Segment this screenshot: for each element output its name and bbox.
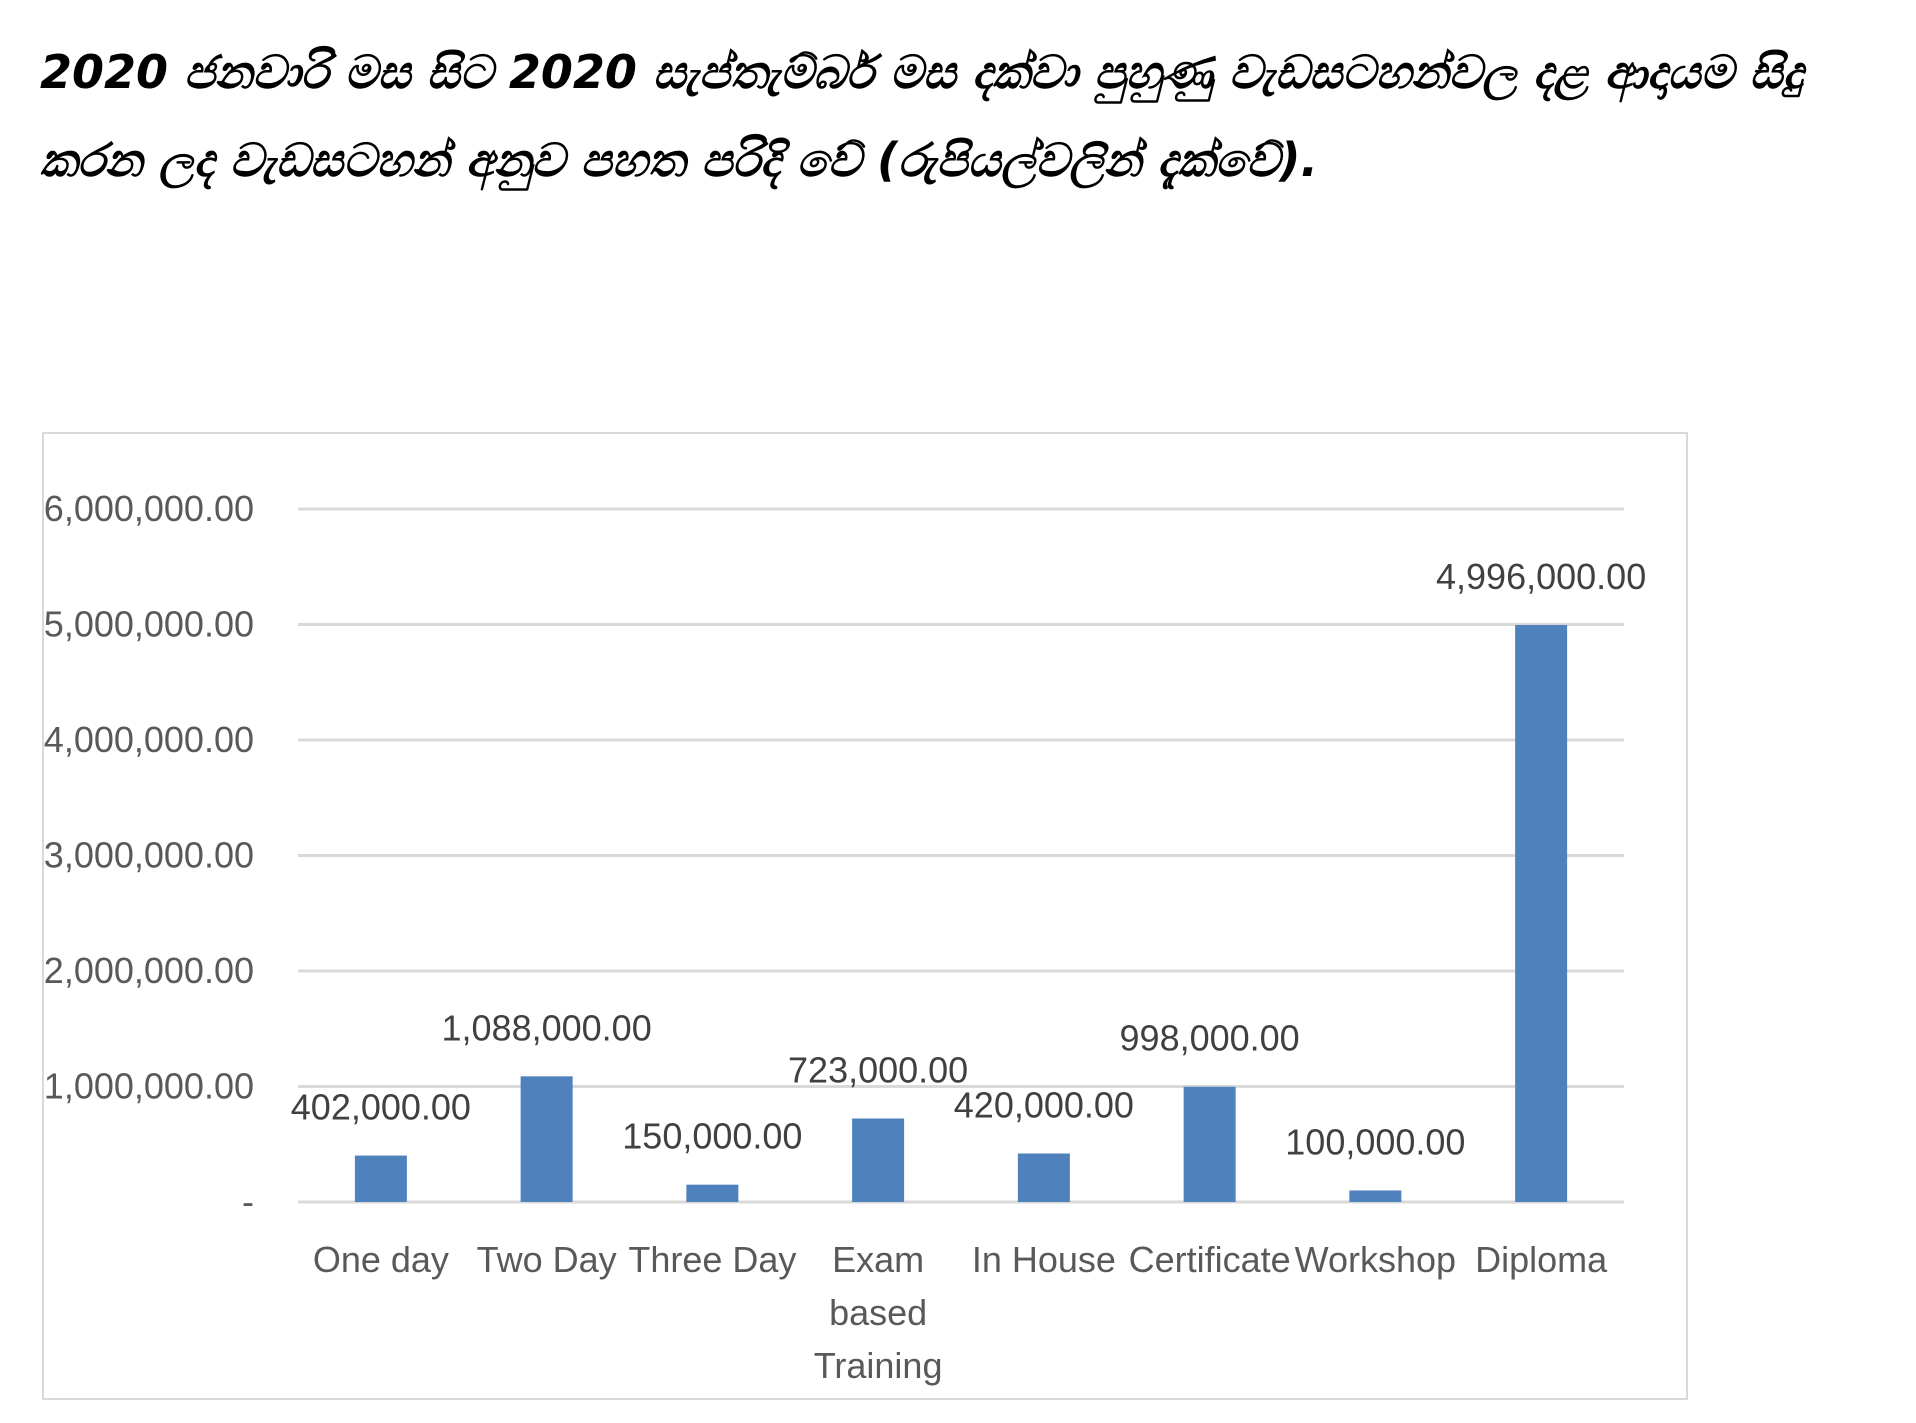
page-title: 2020 ජනවාරි මස සිට 2020 සැප්තැම්බර් මස ද… <box>40 45 1804 187</box>
category-label: Workshop <box>1295 1239 1456 1280</box>
data-label: 1,088,000.00 <box>442 1007 652 1048</box>
y-tick-label: 6,000,000.00 <box>44 488 254 529</box>
category-labels: One day Two Day Three Day Exam based Training… <box>313 1239 1608 1386</box>
bar <box>852 1118 905 1202</box>
category-label: One day <box>313 1239 449 1280</box>
data-labels: 402,000.00 1,088,000.00 150,000.00 723,000.… <box>291 556 1646 1162</box>
data-label: 100,000.00 <box>1285 1121 1465 1162</box>
category-label: Three Day <box>628 1239 796 1280</box>
data-label: 4,996,000.00 <box>1436 556 1646 597</box>
category-label: Two Day <box>477 1239 617 1280</box>
y-tick-label: 1,000,000.00 <box>44 1066 254 1107</box>
category-label: Diploma <box>1475 1239 1608 1280</box>
y-tick-label: 3,000,000.00 <box>44 835 254 876</box>
y-tick-label: 5,000,000.00 <box>44 604 254 645</box>
data-label: 998,000.00 <box>1120 1018 1300 1059</box>
category-label: In House <box>972 1239 1116 1280</box>
data-label: 723,000.00 <box>788 1049 968 1090</box>
y-tick-label: 2,000,000.00 <box>44 950 254 991</box>
bar <box>686 1184 739 1202</box>
bar <box>1515 624 1568 1202</box>
data-label: 420,000.00 <box>954 1084 1134 1125</box>
bar <box>1017 1153 1070 1202</box>
data-label: 402,000.00 <box>291 1087 471 1128</box>
y-tick-label: 4,000,000.00 <box>44 719 254 760</box>
bar-chart: - 1,000,000.00 2,000,000.00 3,000,000.00 4,0… <box>44 488 1646 1386</box>
chart-frame: - 1,000,000.00 2,000,000.00 3,000,000.00 4,0… <box>42 432 1688 1400</box>
category-label: Certificate <box>1129 1239 1291 1280</box>
gridlines <box>298 507 1624 1204</box>
category-label: Exam <box>832 1239 924 1280</box>
bar <box>1349 1190 1402 1202</box>
y-axis-tick-labels: - 1,000,000.00 2,000,000.00 3,000,000.00 4,0… <box>44 488 254 1222</box>
data-label: 150,000.00 <box>622 1116 802 1157</box>
bar <box>1183 1086 1236 1202</box>
category-label: based <box>829 1292 927 1333</box>
category-label: Training <box>814 1345 943 1386</box>
bar <box>354 1155 407 1202</box>
bar <box>520 1076 573 1202</box>
y-tick-label: - <box>242 1181 254 1222</box>
bars <box>354 624 1568 1202</box>
